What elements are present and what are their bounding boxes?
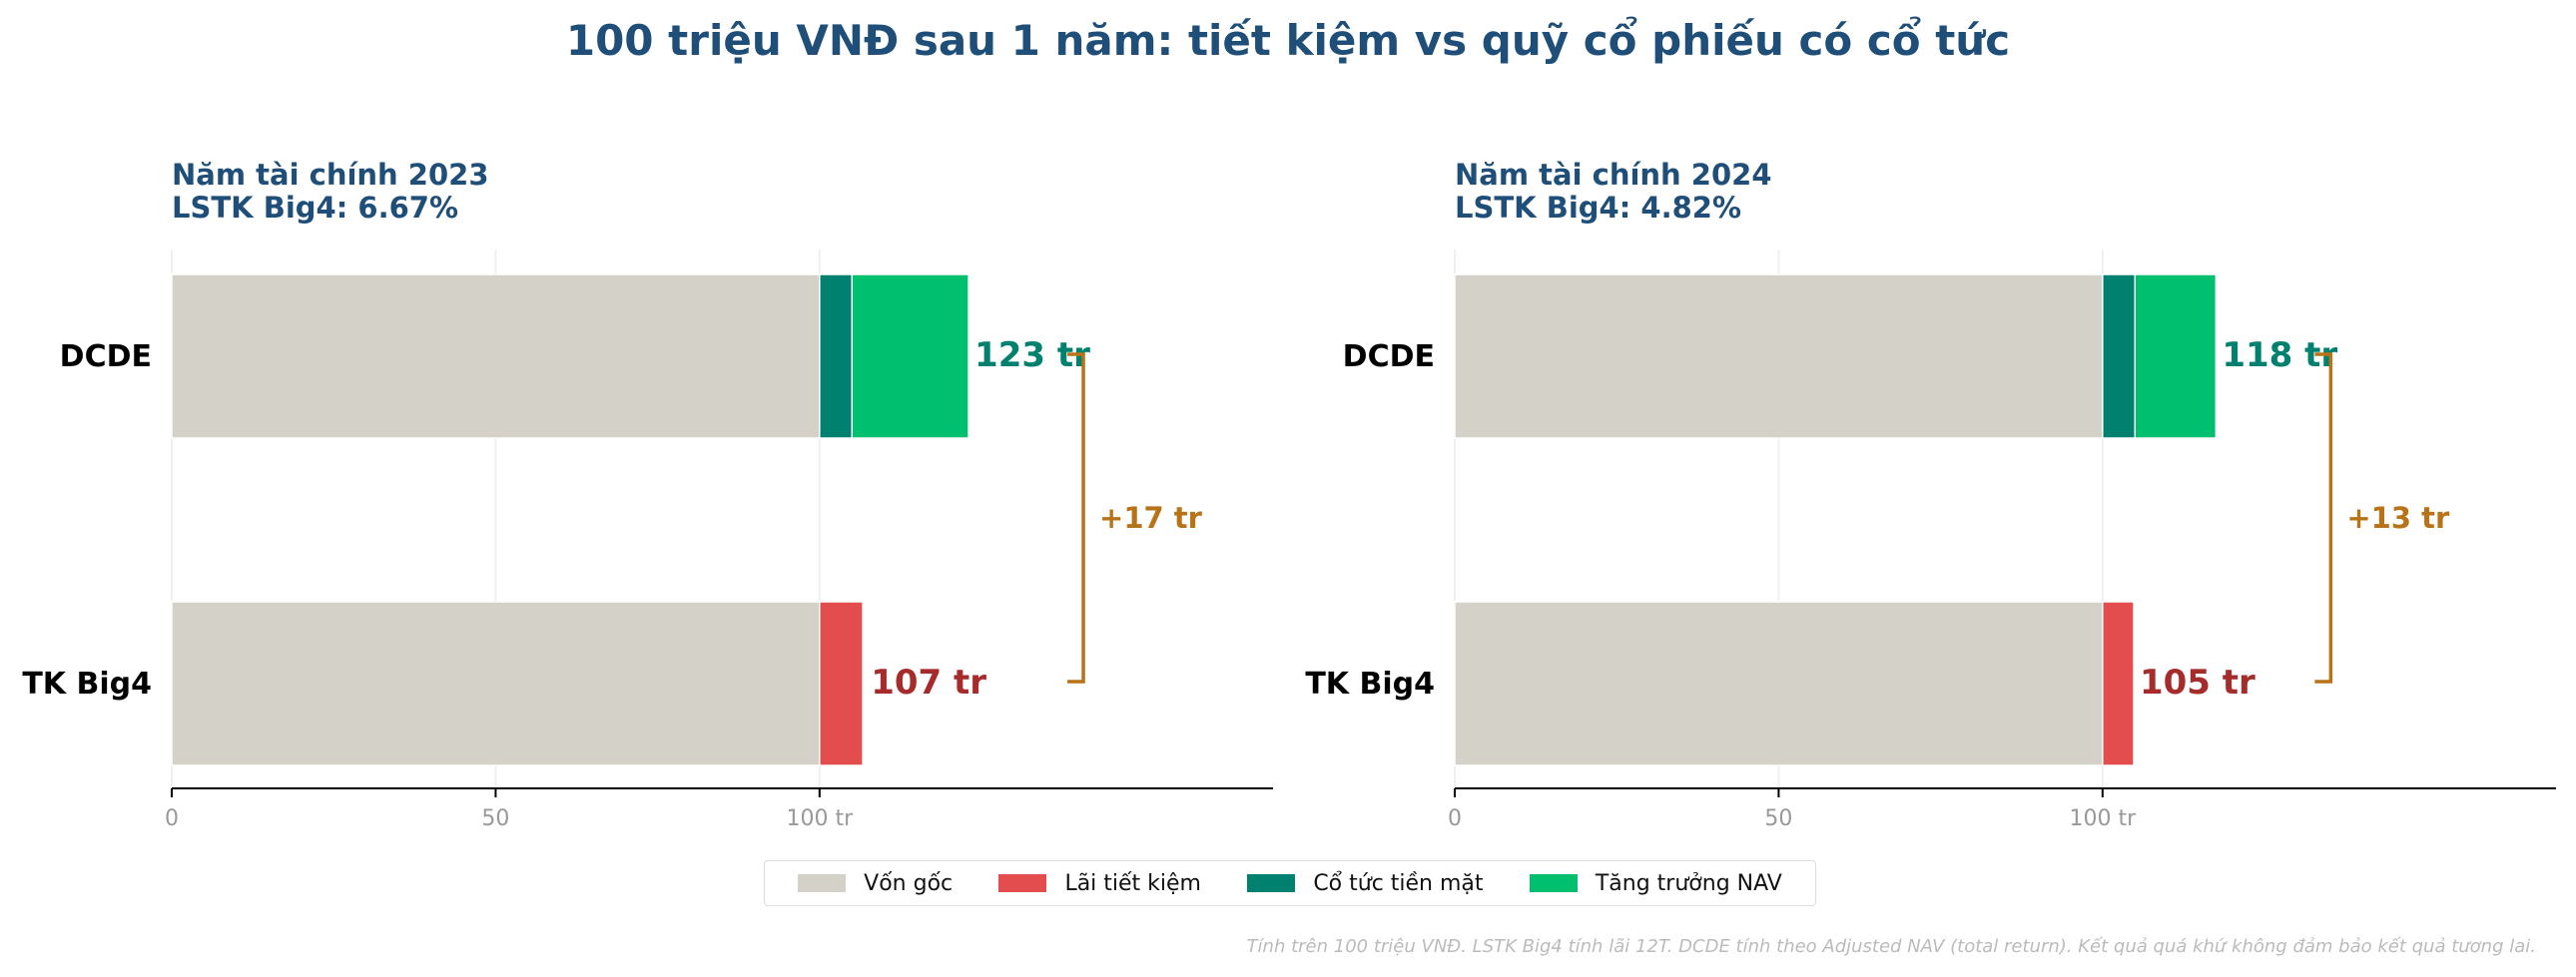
bar-principal-tk-big4: [171, 601, 821, 766]
category-label: TK Big4: [1305, 667, 1435, 702]
chart-title: 100 triệu VNĐ sau 1 năm: tiết kiệm vs qu…: [565, 16, 2011, 65]
bar-nav-growth-dcde: [2134, 273, 2218, 439]
panel-subtitle-line1: Năm tài chính 2024: [1455, 158, 1772, 192]
bar-principal-dcde: [171, 273, 821, 439]
category-label: DCDE: [1343, 339, 1435, 374]
panel-subtitle-line2: LSTK Big4: 4.82%: [1455, 191, 1741, 225]
category-label: DCDE: [60, 339, 152, 374]
footnote: Tính trên 100 triệu VNĐ. LSTK Big4 tính …: [1246, 936, 2536, 957]
legend-swatch-principal: [798, 874, 847, 892]
legend-item-interest: Lãi tiết kiệm: [998, 871, 1201, 896]
bar-nav-growth-dcde: [851, 273, 969, 439]
x-tick-label: 50: [481, 806, 509, 831]
legend-label-interest: Lãi tiết kiệm: [1064, 870, 1201, 896]
bar-dividend-dcde: [819, 273, 854, 439]
legend-item-nav-growth: Tăng trưởng NAV: [1529, 870, 1782, 896]
bar-dividend-dcde: [2102, 273, 2137, 439]
x-tick-label: 0: [165, 806, 179, 831]
x-tick-label: 50: [1764, 806, 1792, 831]
bar-interest-tk-big4: [819, 601, 864, 766]
bar-principal-tk-big4: [1454, 601, 2104, 766]
difference-label: +13 tr: [2346, 501, 2450, 535]
legend-label-nav-growth: Tăng trưởng NAV: [1595, 870, 1782, 896]
legend-swatch-dividend: [1247, 874, 1296, 892]
legend-label-dividend: Cổ tức tiền mặt: [1313, 870, 1484, 896]
x-tick-label: 0: [1448, 806, 1462, 831]
total-label: 107 tr: [871, 663, 986, 703]
legend-swatch-nav-growth: [1529, 874, 1578, 892]
x-tick-label: 100 tr: [2069, 806, 2137, 831]
legend: Vốn gốc Lãi tiết kiệm Cổ tức tiền mặt Tă…: [764, 860, 1816, 906]
bar-interest-tk-big4: [2102, 601, 2135, 766]
difference-label: +17 tr: [1099, 501, 1203, 535]
x-tick-label: 100 tr: [786, 806, 854, 831]
panel-subtitle-line2: LSTK Big4: 6.67%: [172, 191, 458, 225]
legend-swatch-interest: [998, 874, 1047, 892]
panel-subtitle-line1: Năm tài chính 2023: [172, 158, 489, 192]
legend-item-dividend: Cổ tức tiền mặt: [1247, 870, 1484, 896]
legend-item-principal: Vốn gốc: [798, 871, 953, 896]
difference-bracket: [2314, 352, 2333, 684]
legend-label-principal: Vốn gốc: [864, 870, 954, 896]
category-label: TK Big4: [22, 667, 152, 702]
bar-principal-dcde: [1454, 273, 2104, 439]
difference-bracket: [1067, 352, 1085, 684]
total-label: 105 tr: [2140, 663, 2255, 703]
